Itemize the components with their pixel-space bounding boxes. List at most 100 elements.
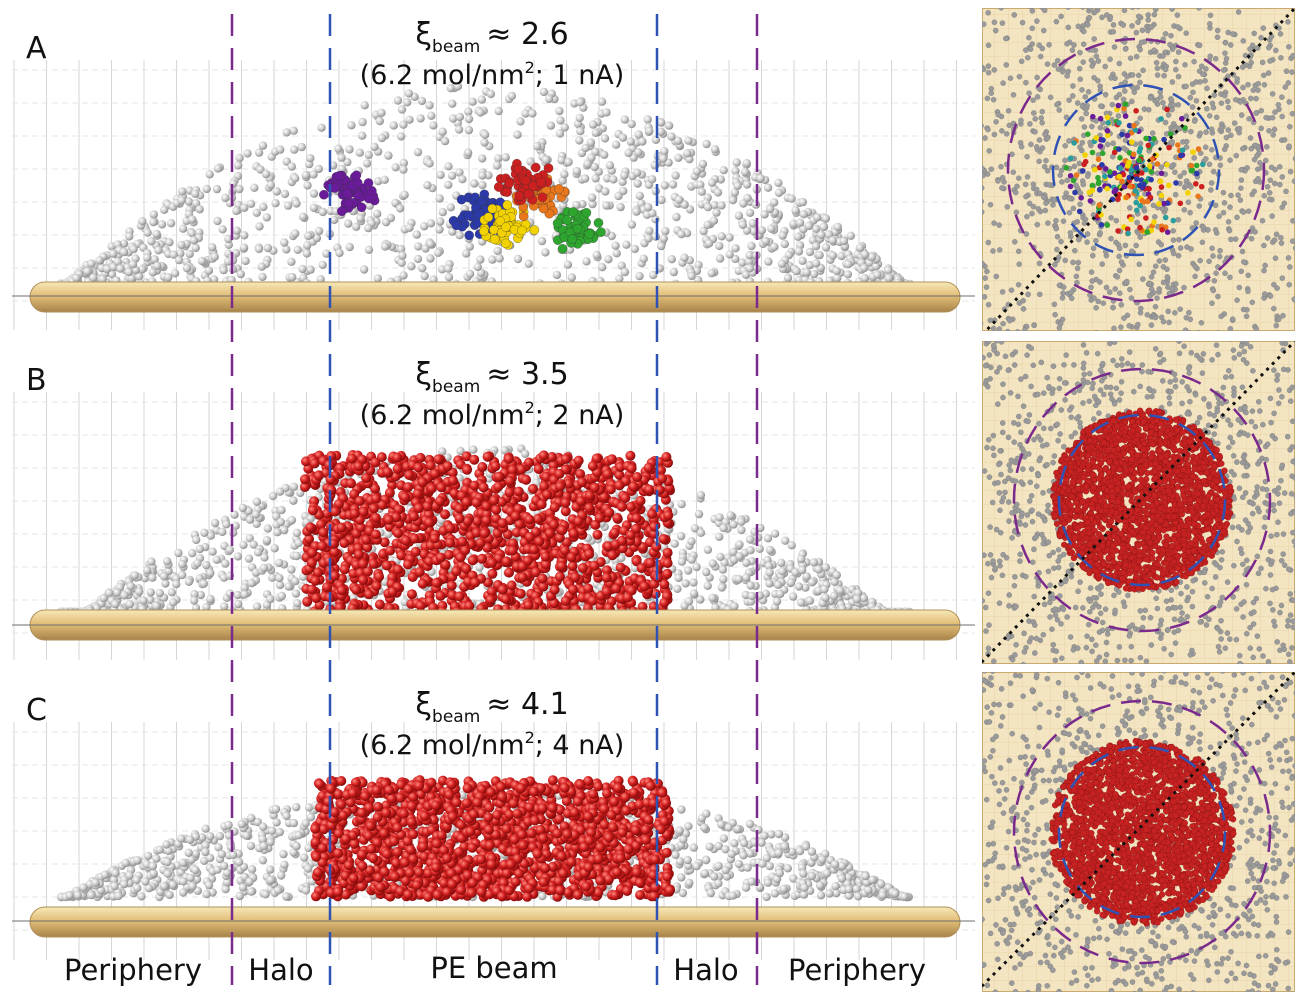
molecule-grey — [202, 602, 211, 612]
molecule-grey — [120, 591, 129, 600]
molecule-red — [355, 522, 366, 533]
molecule-grey — [143, 253, 152, 262]
molecule-grey — [659, 154, 668, 163]
molecule-labeled — [363, 178, 374, 188]
molecule-grey — [478, 154, 487, 163]
molecule-grey — [251, 510, 261, 519]
molecule-labeled — [557, 244, 568, 254]
molecule-grey — [245, 877, 254, 886]
molecule-grey — [478, 171, 487, 180]
molecule-grey — [435, 225, 444, 234]
molecule-grey — [773, 580, 783, 589]
molecule-red — [353, 461, 364, 472]
molecule-grey — [233, 590, 242, 600]
cond-superscript: 2 — [525, 398, 535, 417]
molecule-grey — [399, 271, 408, 280]
molecule-grey — [280, 525, 289, 535]
molecule-grey — [418, 264, 427, 273]
molecule-grey — [124, 267, 134, 277]
molecule-red — [311, 593, 322, 604]
molecule-grey — [277, 505, 286, 515]
molecule-grey — [282, 128, 291, 137]
molecule-grey — [144, 851, 153, 861]
molecule-grey — [807, 847, 817, 856]
molecule-grey — [436, 217, 445, 226]
molecule-grey — [583, 159, 592, 169]
molecule-grey — [704, 239, 714, 248]
molecule-red — [409, 533, 420, 544]
molecule-grey — [555, 129, 565, 138]
molecule-labeled — [530, 162, 541, 173]
molecule-grey — [805, 596, 815, 605]
molecule-grey — [742, 180, 752, 189]
molecule-labeled — [464, 230, 474, 241]
molecule-red — [316, 519, 327, 530]
molecule-red — [370, 512, 381, 523]
molecule-grey — [210, 252, 219, 261]
molecule-grey — [213, 216, 222, 226]
molecule-red — [300, 474, 310, 485]
molecule-grey — [364, 245, 374, 254]
molecule-red — [659, 579, 670, 590]
molecule-grey — [740, 167, 750, 177]
molecule-grey — [492, 161, 502, 170]
molecule-red — [417, 477, 428, 488]
molecule-grey — [272, 818, 281, 827]
molecule-red — [542, 489, 553, 500]
molecule-grey — [720, 558, 729, 567]
molecule-grey — [243, 149, 252, 158]
molecule-red — [636, 563, 647, 574]
molecule-grey — [671, 850, 680, 860]
molecule-labeled — [489, 234, 500, 245]
molecule-grey — [73, 891, 83, 900]
molecule-red — [392, 452, 403, 463]
molecule-grey — [318, 207, 328, 217]
molecule-grey — [831, 881, 840, 891]
molecule-red — [524, 457, 534, 468]
molecule-grey — [685, 878, 694, 887]
molecule-grey — [384, 151, 393, 160]
molecule-grey — [294, 538, 303, 548]
molecule-grey — [541, 248, 550, 257]
molecule-grey — [221, 559, 230, 568]
molecule-grey — [143, 228, 152, 237]
molecule-grey — [217, 849, 226, 859]
panel-b-xi-label: ξbeam ≈ 3.5 — [415, 357, 568, 397]
molecule-labeled — [596, 227, 606, 237]
molecule-red — [537, 573, 548, 584]
molecule-grey — [732, 158, 741, 167]
molecule-grey — [130, 571, 139, 580]
molecule-grey — [235, 153, 244, 163]
molecule-grey — [871, 262, 881, 271]
molecule-grey — [403, 98, 412, 107]
molecule-red — [330, 506, 341, 517]
molecule-grey — [444, 162, 453, 171]
molecule-grey — [464, 107, 473, 116]
molecule-grey — [291, 577, 300, 586]
molecule-grey — [644, 234, 653, 243]
molecule-grey — [674, 153, 683, 162]
molecule-grey — [221, 885, 230, 894]
molecule-red — [407, 572, 418, 582]
molecule-red — [472, 516, 483, 527]
molecule-grey — [745, 819, 755, 829]
molecule-grey — [696, 595, 705, 604]
molecule-grey — [705, 842, 714, 851]
molecule-grey — [149, 218, 158, 227]
molecule-grey — [317, 123, 326, 132]
molecule-grey — [240, 583, 249, 592]
molecule-grey — [292, 199, 301, 208]
molecule-grey — [148, 861, 158, 871]
molecule-red — [370, 529, 381, 540]
molecule-grey — [639, 254, 648, 263]
molecule-labeled — [572, 223, 583, 234]
molecule-labeled — [495, 216, 506, 226]
molecule-grey — [287, 515, 297, 525]
molecule-grey — [291, 174, 300, 183]
molecule-grey — [191, 865, 200, 875]
molecule-grey — [100, 870, 110, 879]
molecule-grey — [98, 274, 107, 284]
molecule-grey — [425, 101, 434, 110]
molecule-red — [310, 575, 321, 586]
molecule-labeled — [343, 199, 354, 209]
